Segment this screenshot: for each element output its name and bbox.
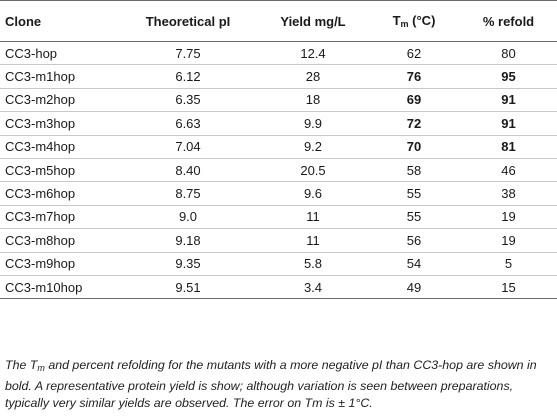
cell-yield: 5.8	[258, 252, 368, 276]
table-caption: The Tm and percent refolding for the mut…	[5, 357, 553, 413]
table-row: CC3-hop 7.75 12.4 62 80	[0, 41, 557, 66]
cell-tm: 49	[368, 275, 460, 300]
cell-yield: 9.2	[258, 135, 368, 159]
cell-yield: 11	[258, 205, 368, 230]
cell-refold: 80	[460, 41, 557, 66]
cell-yield: 11	[258, 228, 368, 253]
cell-clone: CC3-m6hop	[0, 181, 118, 206]
caption-tm-subscript: m	[37, 363, 45, 373]
cell-refold: 81	[460, 135, 557, 159]
table-row: CC3-m6hop 8.75 9.6 55 38	[0, 181, 557, 206]
cell-pi: 6.35	[118, 88, 258, 113]
data-table: Clone Theoretical pI Yield mg/L Tm (°C) …	[0, 0, 557, 300]
cell-refold: 38	[460, 181, 557, 206]
cell-clone: CC3-m7hop	[0, 205, 118, 230]
table-row: CC3-m8hop 9.18 11 56 19	[0, 228, 557, 253]
cell-yield: 20.5	[258, 158, 368, 183]
table-header: Clone Theoretical pI Yield mg/L Tm (°C) …	[0, 0, 557, 42]
cell-pi: 9.51	[118, 275, 258, 300]
header-tm-subscript: m	[400, 19, 409, 29]
cell-clone: CC3-m1hop	[0, 64, 118, 89]
cell-refold: 15	[460, 275, 557, 300]
cell-pi: 8.75	[118, 181, 258, 206]
table-row: CC3-m9hop 9.35 5.8 54 5	[0, 252, 557, 276]
cell-pi: 6.63	[118, 111, 258, 136]
cell-clone: CC3-m10hop	[0, 275, 118, 300]
cell-pi: 8.40	[118, 158, 258, 183]
cell-pi: 9.35	[118, 252, 258, 276]
cell-clone: CC3-m3hop	[0, 111, 118, 136]
cell-tm: 54	[368, 252, 460, 276]
header-refold: % refold	[460, 0, 557, 42]
cell-yield: 9.9	[258, 111, 368, 136]
table-row: CC3-m5hop 8.40 20.5 58 46	[0, 158, 557, 183]
cell-tm: 76	[368, 64, 460, 89]
cell-tm: 55	[368, 181, 460, 206]
cell-clone: CC3-m8hop	[0, 228, 118, 253]
table-row: CC3-m10hop 9.51 3.4 49 15	[0, 275, 557, 300]
table-row: CC3-m1hop 6.12 28 76 95	[0, 64, 557, 89]
cell-refold: 19	[460, 228, 557, 253]
cell-tm: 56	[368, 228, 460, 253]
cell-clone: CC3-m2hop	[0, 88, 118, 113]
cell-pi: 6.12	[118, 64, 258, 89]
cell-refold: 95	[460, 64, 557, 89]
table-body: CC3-hop 7.75 12.4 62 80 CC3-m1hop 6.12 2…	[0, 41, 557, 300]
cell-tm: 62	[368, 41, 460, 66]
cell-pi: 7.75	[118, 41, 258, 66]
table-row: CC3-m3hop 6.63 9.9 72 91	[0, 111, 557, 136]
cell-clone: CC3-m5hop	[0, 158, 118, 183]
caption-part1: The	[5, 358, 30, 372]
cell-refold: 91	[460, 111, 557, 136]
table-row: CC3-m4hop 7.04 9.2 70 81	[0, 135, 557, 159]
cell-pi: 9.18	[118, 228, 258, 253]
data-table-container: Clone Theoretical pI Yield mg/L Tm (°C) …	[0, 0, 557, 300]
caption-tm-main: T	[29, 358, 38, 372]
cell-tm: 58	[368, 158, 460, 183]
cell-refold: 5	[460, 252, 557, 276]
header-tm-main: T	[392, 13, 401, 28]
cell-tm: 72	[368, 111, 460, 136]
cell-yield: 12.4	[258, 41, 368, 66]
table-row: CC3-m2hop 6.35 18 69 91	[0, 88, 557, 113]
cell-clone: CC3-m4hop	[0, 135, 118, 159]
cell-yield: 28	[258, 64, 368, 89]
header-row: Clone Theoretical pI Yield mg/L Tm (°C) …	[0, 0, 557, 42]
cell-pi: 9.0	[118, 205, 258, 230]
cell-tm: 69	[368, 88, 460, 113]
cell-tm: 70	[368, 135, 460, 159]
cell-refold: 46	[460, 158, 557, 183]
caption-part2: and percent refolding for the mutants wi…	[5, 358, 537, 410]
cell-yield: 18	[258, 88, 368, 113]
header-tm-unit: (°C)	[408, 13, 436, 28]
cell-yield: 9.6	[258, 181, 368, 206]
header-theoretical-pi: Theoretical pI	[118, 0, 258, 42]
header-yield: Yield mg/L	[258, 0, 368, 42]
header-tm: Tm (°C)	[368, 0, 460, 42]
header-clone: Clone	[0, 0, 118, 42]
cell-tm: 55	[368, 205, 460, 230]
table-row: CC3-m7hop 9.0 11 55 19	[0, 205, 557, 230]
cell-refold: 19	[460, 205, 557, 230]
cell-clone: CC3-m9hop	[0, 252, 118, 276]
cell-clone: CC3-hop	[0, 41, 118, 66]
cell-yield: 3.4	[258, 275, 368, 300]
cell-pi: 7.04	[118, 135, 258, 159]
cell-refold: 91	[460, 88, 557, 113]
